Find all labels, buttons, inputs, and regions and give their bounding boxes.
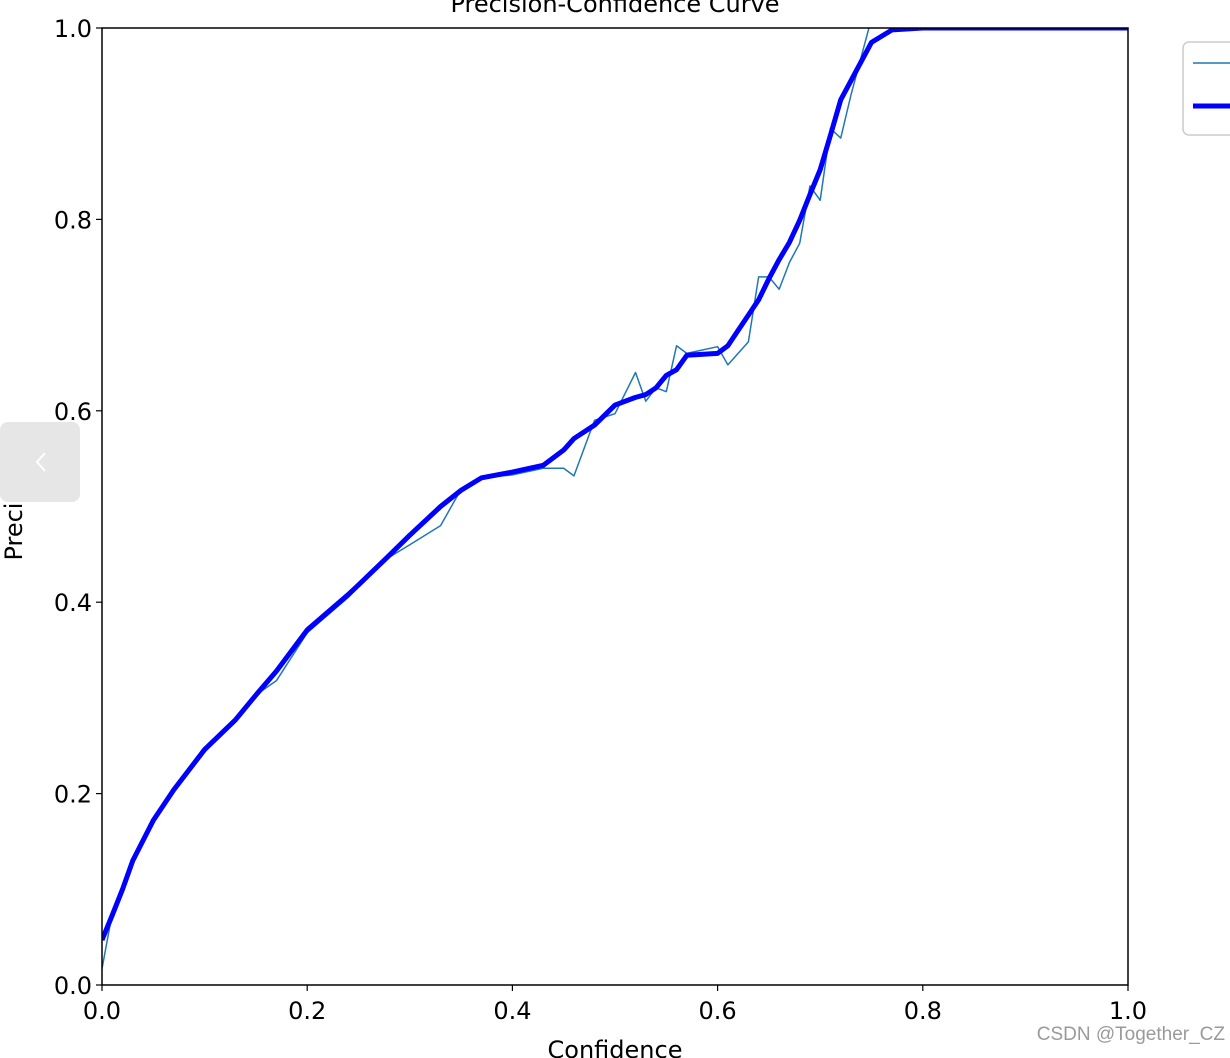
y-tick-label: 0.2 (54, 781, 92, 809)
x-tick-label: 0.2 (288, 997, 326, 1025)
legend (1193, 62, 1230, 109)
chevron-icon (35, 452, 46, 472)
series-line (102, 28, 1128, 969)
x-tick-label: 0.4 (493, 997, 531, 1025)
y-tick-label: 0.4 (54, 589, 92, 617)
x-tick-label: 0.0 (83, 997, 121, 1025)
y-tick-label: 0.0 (54, 972, 92, 1000)
x-axis-label: Confidence (548, 1036, 683, 1058)
plot-area (102, 28, 1128, 969)
axes-frame (101, 27, 1129, 986)
y-tick-label: 1.0 (54, 15, 92, 43)
y-tick-label: 0.8 (54, 206, 92, 234)
x-tick-label: 0.6 (699, 997, 737, 1025)
series-line (102, 28, 1128, 941)
side-toggle[interactable] (0, 422, 80, 502)
legend-box (1182, 41, 1230, 136)
chart-title: Precision-Confidence Curve (450, 0, 779, 18)
x-tick-label: 1.0 (1109, 997, 1147, 1025)
watermark: CSDN @Together_CZ (1037, 1024, 1226, 1045)
x-tick-label: 0.8 (904, 997, 942, 1025)
y-tick-label: 0.6 (54, 398, 92, 426)
